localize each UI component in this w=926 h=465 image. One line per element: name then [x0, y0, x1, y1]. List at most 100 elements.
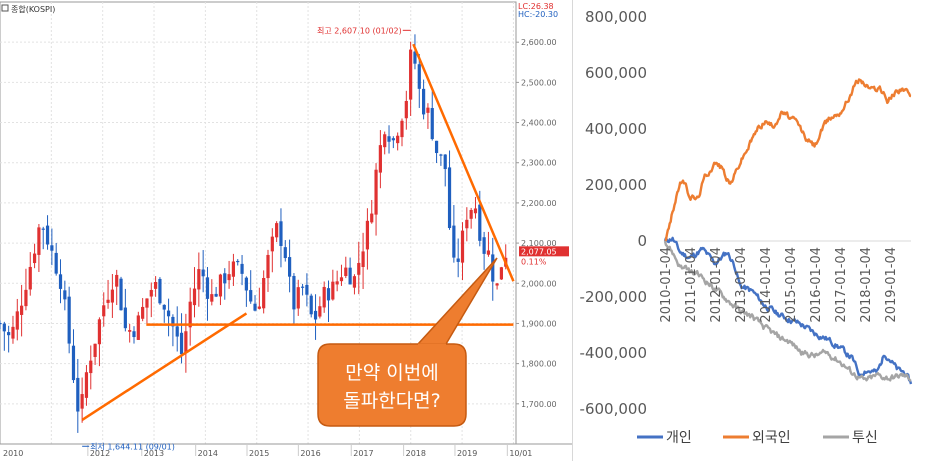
candle-body	[404, 100, 408, 119]
current-change-text: 0.11%	[521, 257, 547, 266]
candle-body	[266, 254, 270, 279]
candle-body	[339, 277, 344, 282]
candle-body	[50, 245, 54, 251]
candle-body	[97, 319, 102, 345]
candle-body	[28, 266, 32, 290]
y-tick-label: 1,700.00	[521, 400, 557, 409]
candle-body	[439, 154, 443, 156]
x-tick-label: 2010-01-04	[659, 247, 674, 323]
candle-body	[326, 288, 331, 301]
x-tick-label: 2019	[457, 449, 477, 458]
series-line-2	[664, 78, 912, 242]
x-tick-label: 2018	[406, 449, 426, 458]
x-tick-label: 2014-01-04	[759, 247, 774, 323]
y-axis-labels: 800,000 600,000 400,000 200,000 0 -200,000 -40…	[580, 8, 911, 418]
legend-label: 투신	[852, 430, 878, 446]
candle-body	[318, 306, 322, 317]
hc-indicator: HC:-20.30	[518, 10, 558, 19]
candle-body	[413, 51, 417, 64]
candle-body	[357, 263, 361, 275]
candle-body	[80, 394, 84, 409]
high-annotation: 최고 2,607.10 (01/02)	[317, 25, 402, 35]
square-menu-icon[interactable]	[1, 4, 9, 12]
candle-body	[119, 278, 123, 311]
y-tick-label: 600,000	[585, 64, 647, 82]
candle-body	[115, 274, 119, 287]
candle-body	[270, 236, 274, 252]
y-tick-label: -400,000	[580, 344, 647, 362]
x-axis-labels: 2010 2012 2013 2014 2015 2016 2017 2018 2019 10/0…	[0, 443, 572, 458]
y-axis-labels: 1,700.00 1,800.00 1,900.00 2,000.00 2,100.00…	[516, 38, 557, 409]
lc-indicator: LC:26.38	[518, 2, 554, 11]
y-tick-label: 400,000	[585, 120, 647, 138]
candle-body	[171, 316, 175, 327]
y-tick-label: 2,200.00	[521, 199, 557, 208]
candle-body	[422, 88, 426, 115]
x-tick-label: 2012	[90, 449, 110, 458]
candle-body	[409, 49, 413, 100]
x-tick-label: 2010	[3, 449, 23, 458]
candle-body	[63, 290, 67, 300]
x-tick-label: 2017	[353, 449, 373, 458]
candle-body	[361, 251, 365, 268]
candle-body	[331, 281, 335, 300]
x-tick-label: 2015-01-04	[784, 247, 799, 323]
candle-body	[447, 167, 452, 229]
candle-body	[313, 310, 318, 320]
candle-body	[322, 286, 326, 308]
candle-body	[288, 257, 292, 277]
candle-body	[370, 213, 374, 223]
candle-body	[41, 228, 45, 230]
candle-body	[106, 299, 110, 303]
candle-body	[67, 296, 71, 344]
y-tick-label: 1,800.00	[521, 360, 557, 369]
candle-body	[495, 283, 499, 286]
candle-body	[93, 343, 97, 357]
candle-body	[452, 225, 456, 258]
legend-label: 외국인	[752, 430, 791, 446]
candle-body	[58, 274, 63, 289]
y-tick-label: -200,000	[580, 288, 647, 306]
chart-title: 종합(KOSPI)	[11, 5, 55, 14]
candle-body	[292, 275, 296, 310]
x-tick-label: 10/01	[509, 449, 532, 458]
candle-body	[45, 225, 50, 245]
y-tick-label: 2,100.00	[521, 239, 557, 248]
candles	[0, 34, 508, 433]
candle-body	[279, 221, 283, 246]
x-tick-label: 2016	[300, 449, 320, 458]
kospi-chart-svg: 1,700.00 1,800.00 1,900.00 2,000.00 2,100.00…	[0, 1, 572, 458]
x-tick-label: 2019-01-04	[884, 247, 899, 323]
candle-body	[2, 323, 6, 332]
candle-body	[257, 306, 261, 309]
x-tick-label: 2014	[198, 449, 218, 458]
x-tick-label: 2013	[144, 449, 164, 458]
candle-body	[192, 288, 197, 306]
candle-body	[296, 287, 300, 309]
candle-body	[15, 311, 19, 330]
investor-flow-panel: 800,000 600,000 400,000 200,000 0 -200,000 -40…	[572, 0, 926, 461]
y-tick-label: 2,400.00	[521, 119, 557, 128]
candle-body	[223, 273, 227, 284]
candle-body	[158, 278, 162, 304]
candle-body	[486, 250, 491, 255]
candle-body	[374, 169, 378, 215]
investor-flow-svg: 800,000 600,000 400,000 200,000 0 -200,000 -40…	[580, 8, 913, 446]
candle-body	[275, 223, 279, 238]
y-tick-label: 200,000	[585, 176, 647, 194]
legend: 개인 외국인 투신	[637, 430, 878, 446]
series-line-1	[663, 236, 913, 385]
y-tick-label: -600,000	[580, 400, 647, 418]
candle-body	[11, 326, 15, 339]
candle-body	[76, 377, 80, 412]
candle-body	[84, 372, 89, 398]
candle-body	[400, 120, 404, 138]
candle-body	[352, 276, 357, 288]
trend-line	[81, 312, 248, 421]
candle-body	[136, 315, 140, 340]
candle-body	[300, 286, 305, 288]
candle-body	[335, 281, 339, 285]
candle-body	[32, 253, 37, 264]
x-tick-label: 2011-01-04	[684, 247, 699, 323]
x-tick-label: 2018-01-04	[859, 247, 874, 323]
